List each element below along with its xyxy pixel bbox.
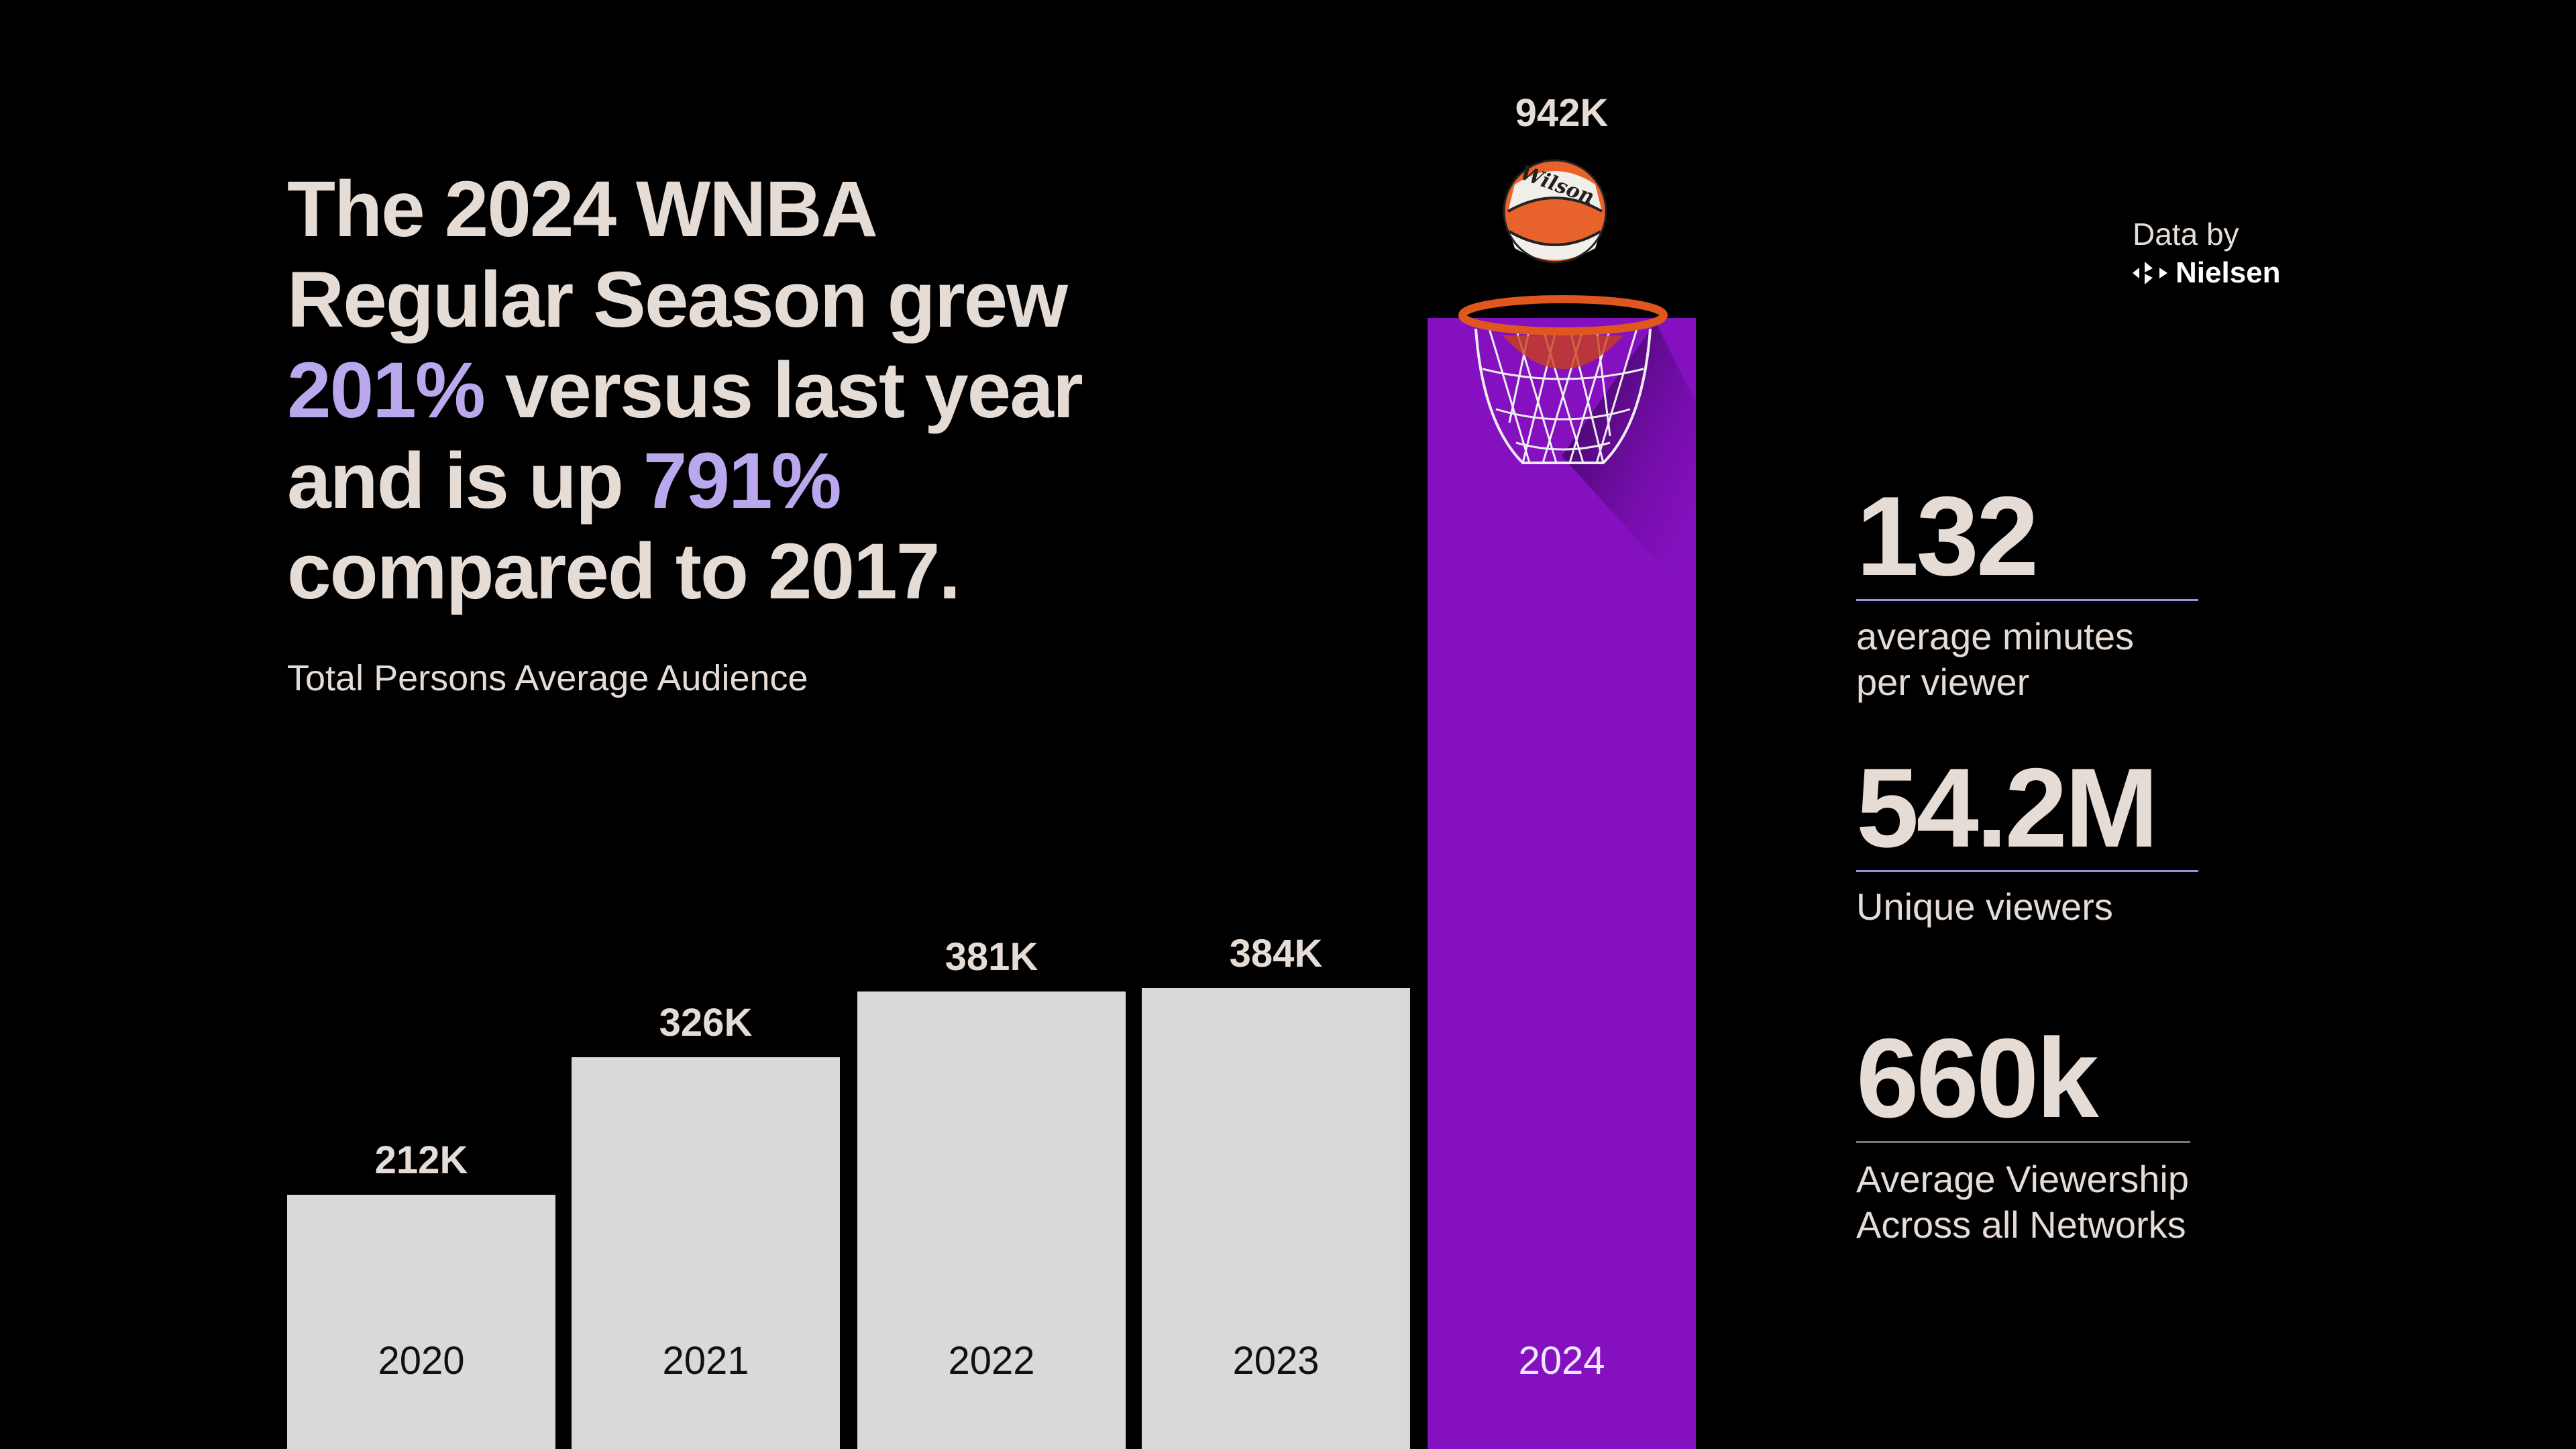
stat-value-minutes: 132: [1856, 473, 2039, 599]
stat-label-line: average minutes: [1856, 615, 2135, 657]
headline-line-1: The 2024 WNBA: [287, 165, 878, 254]
basketball-icon: Wilson: [1503, 159, 1607, 264]
nielsen-logo-icon: [2133, 262, 2167, 284]
data-credit-label: Data by: [2133, 217, 2239, 252]
growth-vs-last-year: 201%: [287, 346, 486, 435]
hoop-shadow: [1562, 322, 1696, 604]
value-label-2020: 212K: [374, 1138, 468, 1182]
headline-line-4: and is up 791%: [287, 436, 1082, 527]
category-label-2020: 2020: [378, 1339, 465, 1383]
value-label-2023: 384K: [1229, 931, 1323, 975]
divider: [1856, 870, 2198, 872]
growth-vs-2017: 791%: [643, 437, 842, 525]
value-label-2024: 942K: [1515, 91, 1609, 135]
bar-2021: [572, 1057, 840, 1449]
nielsen-logo: Nielsen: [2133, 256, 2281, 290]
stat-label-line: Across all Networks: [1856, 1203, 2186, 1246]
headline-line-5: compared to 2017.: [287, 527, 961, 616]
category-label-2021: 2021: [662, 1339, 749, 1383]
stat-label-line: per viewer: [1856, 661, 2030, 703]
headline: The 2024 WNBA Regular Season grew 201% v…: [287, 164, 1083, 617]
headline-line-2: Regular Season grew: [287, 256, 1068, 344]
bar-2020: [287, 1194, 555, 1449]
stat-label-line: Average Viewership: [1856, 1158, 2190, 1200]
stat-value-unique-viewers: 54.2M: [1856, 745, 2159, 871]
nielsen-brand: Nielsen: [2176, 256, 2281, 289]
stat-value-avg-viewership: 660k: [1856, 1015, 2099, 1141]
basketball-hoop-icon: [1458, 295, 1668, 464]
chart-subtitle: Total Persons Average Audience: [287, 658, 808, 698]
bar-2023: [1142, 987, 1410, 1449]
category-label-2024: 2024: [1518, 1339, 1605, 1383]
value-label-2021: 326K: [659, 1001, 753, 1045]
bar-2022: [857, 991, 1126, 1449]
category-label-2022: 2022: [948, 1339, 1035, 1383]
divider: [1856, 599, 2198, 601]
divider: [1856, 1141, 2190, 1143]
stat-label-avg-viewership: Average Viewership Across all Networks: [1856, 1157, 2189, 1248]
value-label-2022: 381K: [945, 935, 1038, 979]
headline-line-3: 201% versus last year: [287, 345, 1083, 436]
headline-text: versus last year: [484, 346, 1083, 435]
headline-text: and is up: [287, 437, 643, 525]
category-label-2023: 2023: [1232, 1339, 1320, 1383]
stat-label-minutes: average minutes per viewer: [1856, 614, 2134, 705]
stat-label-unique-viewers: Unique viewers: [1856, 885, 2113, 928]
